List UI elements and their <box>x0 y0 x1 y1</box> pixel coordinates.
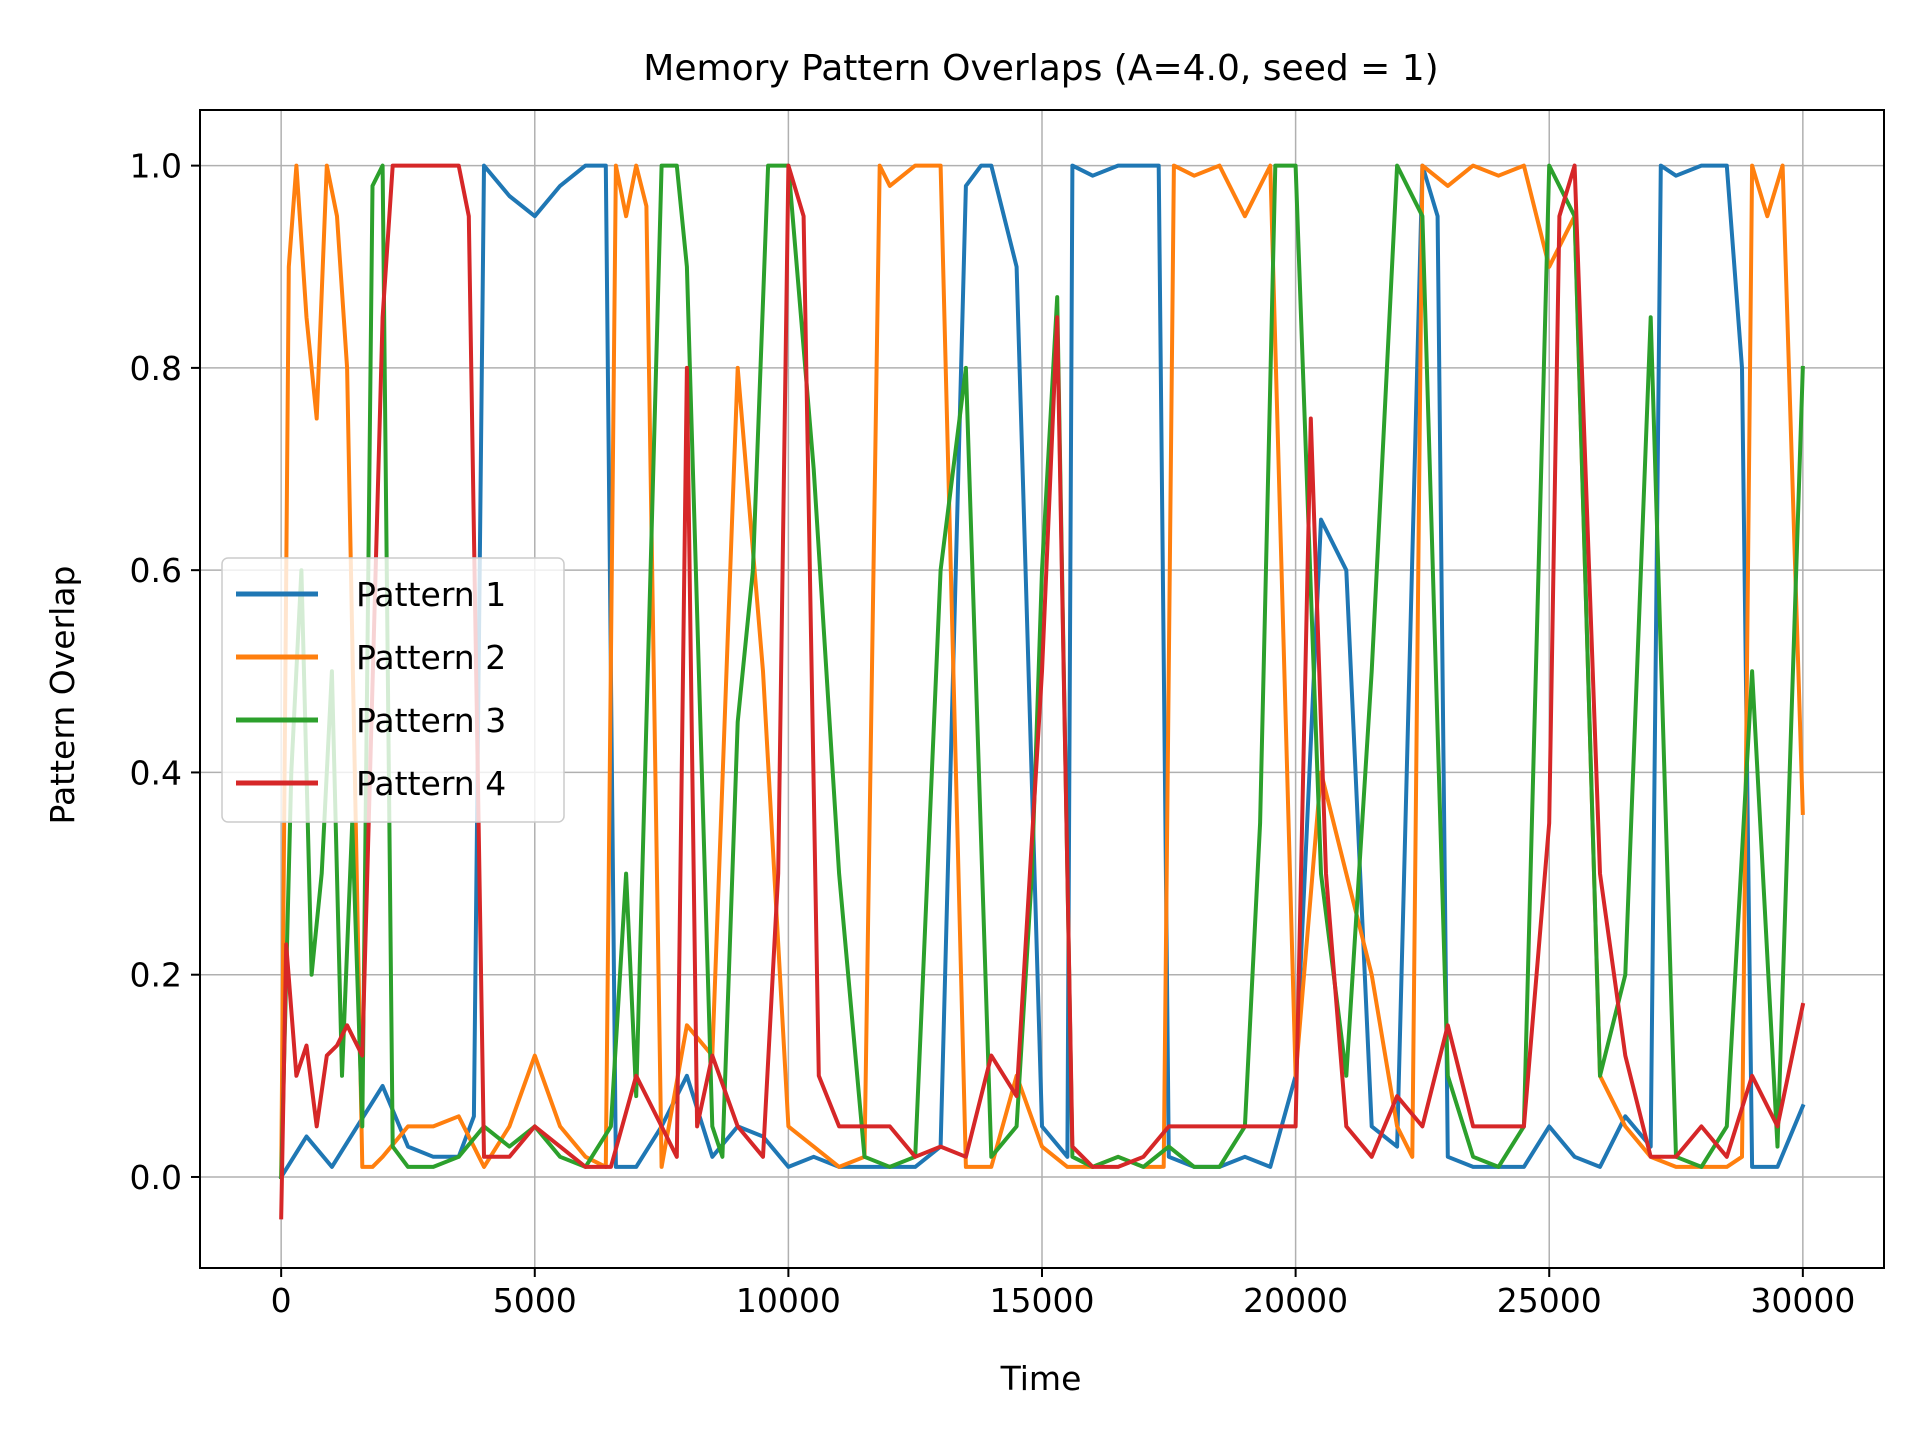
y-tick-label: 0.4 <box>130 753 182 792</box>
series-line-pattern-3 <box>279 163 1805 1180</box>
legend-label-pattern-2: Pattern 2 <box>356 638 506 677</box>
y-tick-label: 1.0 <box>130 147 182 186</box>
y-tick-label: 0.6 <box>130 551 182 590</box>
series-line-pattern-1 <box>278 163 1806 1180</box>
x-tick-label: 0 <box>271 1281 292 1320</box>
series-line-pattern-4 <box>279 163 1806 1220</box>
y-tick-label: 0.2 <box>130 956 182 995</box>
series-layer <box>278 163 1806 1220</box>
x-tick-label: 30000 <box>1750 1281 1855 1320</box>
x-tick-label: 5000 <box>493 1281 577 1320</box>
tick-layer: 0 5000 10000 15000 20000 25000 30000 0.0 0.2 0.4 0… <box>130 147 1856 1320</box>
x-tick-label: 15000 <box>990 1281 1095 1320</box>
legend-box <box>221 557 565 823</box>
y-tick-label: 0.0 <box>130 1158 182 1197</box>
legend-label-pattern-1: Pattern 1 <box>356 575 506 614</box>
legend: Pattern 1 Pattern 2 Pattern 3 Pattern 4 <box>221 557 565 823</box>
y-axis-label: Pattern Overlap <box>43 566 82 825</box>
legend-label-pattern-4: Pattern 4 <box>356 764 506 803</box>
x-tick-label: 25000 <box>1497 1281 1602 1320</box>
y-tick-label: 0.8 <box>130 349 182 388</box>
x-axis-label: Time <box>1000 1359 1082 1398</box>
legend-label-pattern-3: Pattern 3 <box>356 701 506 740</box>
x-tick-label: 10000 <box>736 1281 841 1320</box>
series-line-pattern-2 <box>279 163 1805 1180</box>
x-tick-label: 20000 <box>1243 1281 1348 1320</box>
chart-title: Memory Pattern Overlaps (A=4.0, seed = 1… <box>643 48 1438 89</box>
